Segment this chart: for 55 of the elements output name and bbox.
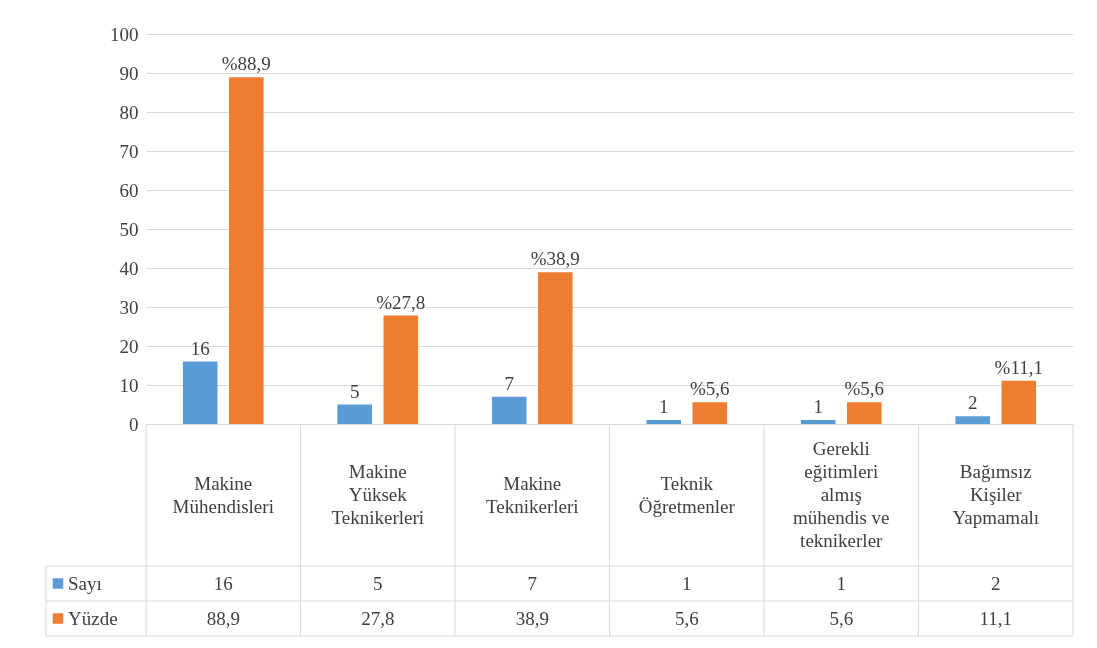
text: 7 xyxy=(527,572,537,594)
data-label: 2 xyxy=(967,392,978,414)
text: 5,6 xyxy=(829,607,854,629)
legend-label: Yüzde xyxy=(68,607,118,629)
data-label: %5,6 xyxy=(844,378,885,400)
data-label: %38,9 xyxy=(530,248,580,270)
data-label: %27,8 xyxy=(376,291,426,313)
data-label: %88,9 xyxy=(221,53,271,75)
y-tick-label: 10 xyxy=(119,374,139,396)
y-tick-label: 80 xyxy=(119,101,139,123)
x-tick-label: Makine Teknikerleri xyxy=(485,472,579,517)
data-label: 5 xyxy=(349,380,360,402)
text: 27,8 xyxy=(361,607,395,629)
text: 16 xyxy=(213,572,233,594)
x-tick-label: Teknik Öğretmenler xyxy=(638,472,736,517)
bar xyxy=(955,416,990,424)
x-tick-label: Gerekli eğitimleri almış mühendis ve teknikerler xyxy=(792,438,890,551)
data-label: 16 xyxy=(190,337,210,359)
bar xyxy=(491,396,527,424)
text: 5,6 xyxy=(674,607,699,629)
bar xyxy=(692,402,728,424)
y-tick-label: 20 xyxy=(119,335,139,357)
bar xyxy=(383,315,419,424)
bar xyxy=(847,402,882,424)
data-label: 7 xyxy=(504,372,514,394)
data-label: 1 xyxy=(658,396,669,418)
bar xyxy=(1001,380,1037,424)
text: 1 xyxy=(836,572,846,594)
y-tick-label: 60 xyxy=(119,179,139,201)
x-tick-label: Makine Mühendisleri xyxy=(172,472,274,517)
y-tick-label: 100 xyxy=(110,23,139,45)
text: 11,1 xyxy=(979,607,1013,629)
bar xyxy=(646,420,681,424)
data-label: 1 xyxy=(813,396,823,418)
data-label: %5,6 xyxy=(690,378,730,400)
y-tick-label: 0 xyxy=(129,413,139,435)
bar xyxy=(229,77,264,424)
y-tick-label: 40 xyxy=(119,257,139,279)
bar xyxy=(337,404,372,424)
y-tick-label: 50 xyxy=(119,218,139,240)
text: 5 xyxy=(373,572,383,594)
bar xyxy=(538,272,573,424)
x-tick-label: Makine Yüksek Teknikerleri xyxy=(331,461,425,528)
text: 38,9 xyxy=(515,607,549,629)
text: 2 xyxy=(991,572,1001,594)
y-tick-label: 70 xyxy=(119,140,139,162)
x-tick-label: Bağımsız Kişiler Yapmamalı xyxy=(952,461,1040,528)
text: 88,9 xyxy=(206,607,240,629)
bar xyxy=(182,361,218,424)
bar xyxy=(800,420,836,424)
data-label: %11,1 xyxy=(994,356,1043,378)
y-tick-label: 90 xyxy=(119,62,139,84)
text: 1 xyxy=(682,572,692,594)
y-tick-label: 30 xyxy=(119,296,139,318)
legend-label: Sayı xyxy=(68,572,102,594)
